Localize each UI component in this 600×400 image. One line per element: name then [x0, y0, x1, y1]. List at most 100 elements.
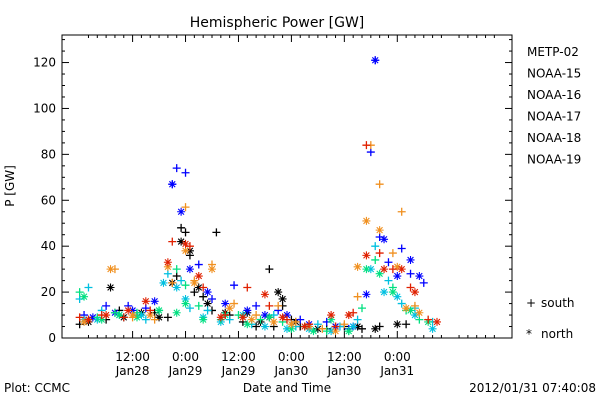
data-point-south: [102, 301, 111, 310]
data-point-north: [393, 262, 402, 271]
x-tick-date: Jan28: [115, 364, 150, 378]
data-point-north: [313, 324, 322, 333]
data-point-north: [260, 290, 269, 299]
data-point-south: [366, 148, 375, 157]
x-tick-date: Jan30: [326, 364, 361, 378]
series-noaa-15: [80, 56, 428, 333]
x-axis-label: Date and Time: [243, 381, 331, 395]
y-tick-label: 40: [41, 239, 56, 253]
x-tick-time: 0:00: [278, 350, 305, 364]
series-noaa-19: [75, 141, 441, 331]
data-point-north: [388, 288, 397, 297]
data-point-north: [428, 324, 437, 333]
data-point-south: [371, 242, 380, 251]
x-tick-time: 12:00: [221, 350, 256, 364]
timestamp: 2012/01/31 07:40:08: [469, 381, 596, 395]
data-point-south: [274, 301, 283, 310]
hemisphere-legend-symbol: +: [526, 296, 536, 310]
data-point-north: [124, 306, 133, 315]
legend-entry: NOAA-17: [527, 110, 581, 124]
data-point-north: [221, 299, 230, 308]
data-point-south: [172, 164, 181, 173]
data-point-north: [283, 324, 291, 333]
data-point-south: [141, 315, 150, 324]
data-point-north: [415, 308, 424, 317]
x-axis: 12:00Jan280:00Jan2912:00Jan290:00Jan3012…: [87, 35, 495, 378]
data-point-north: [380, 235, 389, 244]
data-point-north: [349, 322, 358, 331]
data-point-north: [265, 313, 274, 322]
data-point-north: [190, 278, 199, 287]
y-tick-label: 60: [41, 193, 56, 207]
data-point-south: [397, 207, 406, 216]
data-point-south: [150, 315, 159, 324]
data-point-south: [340, 320, 349, 329]
data-point-north: [84, 315, 93, 324]
data-point-south: [296, 315, 305, 324]
series-noaa-17: [75, 255, 433, 336]
data-point-north: [393, 272, 402, 281]
x-tick-time: 12:00: [115, 350, 150, 364]
data-point-north: [362, 216, 371, 225]
hemisphere-legend-label: north: [541, 327, 573, 341]
data-point-north: [393, 292, 402, 301]
data-point-south: [265, 265, 274, 274]
data-point-north: [327, 327, 336, 336]
y-axis: 0 20 40 60 80 100 120: [33, 39, 512, 345]
data-point-south: [168, 237, 177, 246]
data-point-south: [230, 299, 239, 308]
data-point-north: [106, 265, 115, 274]
data-point-north: [172, 308, 181, 317]
data-point-south: [397, 244, 406, 253]
data-point-north: [243, 306, 252, 315]
legend-entry: NOAA-18: [527, 131, 581, 145]
data-point-north: [410, 288, 419, 297]
data-point-south: [208, 294, 216, 303]
data-point-north: [287, 324, 296, 333]
data-point-north: [102, 311, 111, 320]
data-point-north: [203, 299, 212, 308]
series-noaa-16: [75, 242, 437, 336]
data-point-south: [252, 311, 261, 320]
data-point-south: [406, 283, 415, 292]
data-point-north: [181, 299, 190, 308]
data-point-south: [375, 249, 384, 258]
data-point-north: [88, 313, 97, 322]
y-tick-label: 100: [33, 101, 56, 115]
data-point-north: [185, 265, 194, 274]
data-point-south: [203, 306, 212, 315]
y-tick-label: 20: [41, 285, 56, 299]
data-point-north: [80, 317, 89, 326]
data-point-north: [163, 262, 172, 271]
data-point-north: [133, 313, 141, 322]
data-point-north: [155, 306, 164, 315]
data-point-north: [415, 272, 424, 281]
data-point-north: [194, 283, 203, 292]
data-point-south: [252, 301, 261, 310]
data-point-south: [141, 304, 150, 313]
data-point-south: [265, 301, 274, 310]
data-point-north: [406, 255, 415, 264]
data-point-south: [322, 327, 331, 336]
series-noaa-18: [80, 141, 424, 336]
y-tick-label: 0: [48, 331, 56, 345]
y-tick-label: 120: [33, 56, 56, 70]
data-point-south: [256, 315, 265, 324]
data-point-north: [208, 265, 216, 274]
data-point-north: [115, 311, 124, 320]
data-point-south: [181, 281, 190, 290]
data-point-north: [137, 311, 146, 320]
data-point-north: [238, 313, 247, 322]
data-point-south: [318, 324, 327, 333]
data-point-north: [278, 313, 287, 322]
data-point-south: [362, 141, 371, 150]
data-point-north: [194, 272, 203, 281]
x-tick-date: Jan29: [221, 364, 256, 378]
data-point-north: [362, 251, 371, 260]
data-point-south: [172, 265, 181, 274]
data-point-south: [410, 301, 419, 310]
data-point-north: [353, 322, 362, 331]
data-point-north: [163, 258, 172, 267]
data-point-north: [185, 246, 194, 255]
data-point-north: [327, 311, 336, 320]
